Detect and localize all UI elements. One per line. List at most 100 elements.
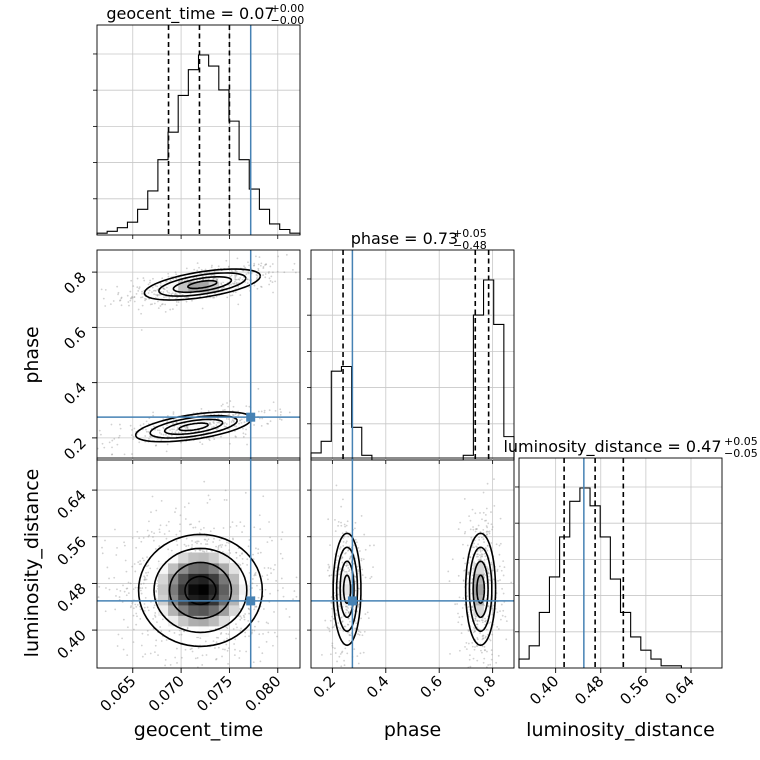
scatter-point: [159, 290, 162, 293]
scatter-point: [307, 411, 309, 413]
scatter-point: [137, 308, 140, 311]
scatter-point: [262, 267, 265, 270]
scatter-point: [261, 652, 264, 655]
scatter-point: [499, 610, 501, 612]
scatter-point: [225, 626, 228, 629]
scatter-point: [221, 655, 223, 658]
scatter-point: [215, 658, 217, 661]
scatter-point: [169, 664, 172, 666]
scatter-point: [485, 628, 488, 631]
scatter-point: [481, 553, 484, 556]
scatter-point: [336, 587, 339, 590]
scatter-point: [320, 593, 322, 595]
scatter-point: [227, 413, 230, 416]
scatter-point: [465, 648, 468, 651]
scatter-point: [263, 411, 266, 414]
scatter-point: [193, 268, 196, 271]
scatter-point: [129, 297, 132, 300]
scatter-point: [334, 574, 337, 577]
scatter-point: [109, 303, 112, 306]
scatter-point: [327, 518, 330, 521]
scatter-point: [238, 413, 240, 416]
scatter-point: [208, 271, 211, 274]
scatter-point: [342, 569, 345, 571]
scatter-point: [200, 272, 203, 275]
scatter-point: [127, 592, 130, 595]
scatter-point: [272, 568, 275, 571]
scatter-point: [213, 537, 215, 540]
scatter-point: [199, 441, 201, 444]
scatter-point: [235, 524, 238, 527]
scatter-point: [491, 633, 494, 636]
scatter-point: [343, 523, 346, 526]
scatter-point: [346, 623, 349, 626]
scatter-point: [184, 648, 187, 651]
scatter-point: [293, 590, 296, 592]
scatter-point: [348, 639, 351, 642]
scatter-point: [274, 409, 277, 412]
scatter-point: [516, 506, 518, 508]
scatter-point: [229, 400, 232, 402]
scatter-point: [484, 514, 487, 516]
scatter-point: [505, 620, 508, 623]
scatter-point: [232, 405, 235, 408]
scatter-point: [485, 531, 488, 533]
scatter-point: [485, 533, 488, 536]
scatter-point: [347, 535, 350, 538]
scatter-point: [484, 635, 487, 638]
scatter-point: [139, 424, 142, 427]
scatter-point: [217, 544, 220, 547]
scatter-point: [217, 546, 220, 549]
scatter-point: [142, 582, 145, 585]
scatter-point: [462, 580, 465, 582]
scatter-point: [147, 283, 150, 286]
scatter-point: [276, 270, 279, 273]
scatter-point: [470, 581, 473, 584]
scatter-point: [271, 271, 274, 274]
scatter-point: [235, 278, 238, 281]
scatter-point: [154, 289, 156, 292]
scatter-point: [462, 543, 464, 546]
scatter-point: [225, 425, 227, 428]
scatter-point: [154, 644, 157, 647]
scatter-point: [357, 662, 360, 665]
scatter-point: [162, 427, 165, 430]
scatter-point: [467, 571, 470, 574]
density-cell: [228, 584, 240, 595]
y-axis-label-luminosity_distance: luminosity_distance: [21, 469, 43, 658]
scatter-point: [76, 659, 78, 661]
scatter-point: [347, 610, 350, 613]
scatter-point: [467, 572, 470, 575]
scatter-point: [224, 544, 227, 547]
density-cell: [208, 605, 220, 616]
scatter-point: [332, 617, 335, 620]
scatter-point: [462, 597, 465, 600]
scatter-point: [497, 654, 500, 657]
scatter-point: [479, 554, 481, 557]
scatter-point: [149, 436, 152, 438]
scatter-point: [146, 574, 149, 577]
scatter-point: [132, 628, 135, 631]
scatter-point: [133, 296, 136, 298]
scatter-point: [224, 489, 227, 492]
scatter-point: [355, 541, 358, 544]
scatter-point: [179, 514, 182, 517]
scatter-point: [343, 625, 346, 628]
scatter-point: [235, 281, 238, 284]
scatter-point: [487, 572, 490, 575]
density-cell: [198, 615, 210, 627]
scatter-point: [202, 278, 204, 281]
scatter-point: [479, 632, 481, 634]
scatter-point: [255, 605, 258, 608]
scatter-point: [258, 514, 261, 517]
scatter-point: [282, 595, 285, 598]
scatter-point: [492, 578, 495, 581]
scatter-point: [194, 526, 197, 529]
scatter-point: [217, 636, 220, 639]
contour-line: [163, 418, 224, 436]
x-tick-label: 0.56: [616, 672, 652, 708]
scatter-point: [153, 532, 156, 535]
density-cell: [473, 605, 484, 616]
scatter-point: [471, 645, 474, 648]
scatter-point: [94, 447, 96, 449]
